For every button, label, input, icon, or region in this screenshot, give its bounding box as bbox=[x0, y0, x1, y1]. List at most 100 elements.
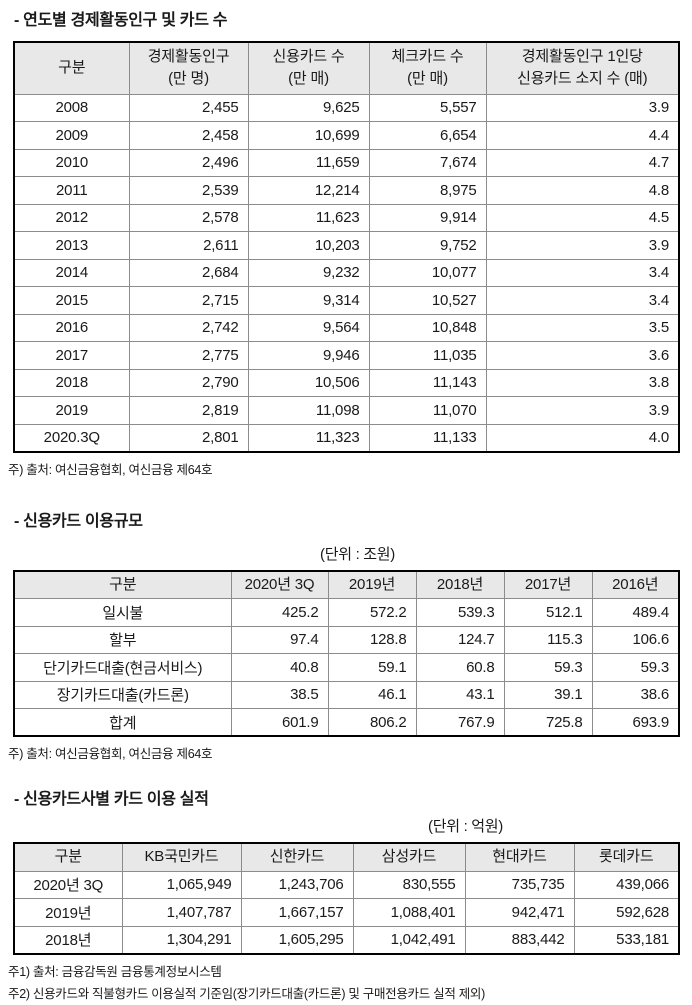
table-row: 2018 2,790 10,506 11,143 3.8 bbox=[13, 368, 680, 397]
data-cell: 2,742 bbox=[128, 313, 249, 342]
data-cell: 2,775 bbox=[128, 341, 249, 370]
data-cell: 11,659 bbox=[247, 148, 370, 177]
table-row: 2008 2,455 9,625 5,557 3.9 bbox=[13, 93, 680, 122]
data-cell: 3.4 bbox=[485, 258, 680, 287]
data-cell: 11,323 bbox=[247, 423, 370, 452]
row-label: 2017 bbox=[13, 341, 130, 370]
data-cell: 1,407,787 bbox=[121, 898, 242, 927]
data-cell: 806.2 bbox=[327, 708, 417, 737]
data-cell: 11,133 bbox=[368, 423, 487, 452]
source-note: 주) 출처: 여신금융협회, 여신금융 제64호 bbox=[8, 462, 213, 477]
data-cell: 38.5 bbox=[230, 680, 329, 709]
data-cell: 2,458 bbox=[128, 121, 249, 150]
data-cell: 11,098 bbox=[247, 396, 370, 425]
data-cell: 2,455 bbox=[128, 93, 249, 122]
table-row: 할부 97.4 128.8 124.7 115.3 106.6 bbox=[13, 625, 680, 654]
data-cell: 9,232 bbox=[247, 258, 370, 287]
table-row: 2018년 1,304,291 1,605,295 1,042,491 883,442 5… bbox=[13, 925, 680, 954]
table-credit-card-usage: 구분 2020년 3Q 2019년 2018년 2017년 2016년 일시불 425.2 57… bbox=[13, 569, 680, 737]
row-label: 2019 bbox=[13, 396, 130, 425]
unit-label-trillion-won: (단위 : 조원) bbox=[320, 545, 395, 563]
row-label: 할부 bbox=[13, 625, 232, 654]
row-label: 합계 bbox=[13, 708, 232, 737]
table-year-card-count: 구분 경제활동인구 (만 명) 신용카드 수 (만 매) 체크카드 수 (만 매) 경제… bbox=[13, 41, 680, 453]
unit-label-hundred-million-won: (단위 : 억원) bbox=[428, 818, 503, 835]
data-cell: 5,557 bbox=[368, 93, 487, 122]
data-cell: 725.8 bbox=[503, 708, 593, 737]
section-title-credit-card-usage: - 신용카드 이용규모 bbox=[14, 512, 143, 530]
row-label: 단기카드대출(현금서비스) bbox=[13, 653, 232, 682]
data-cell: 1,088,401 bbox=[352, 898, 466, 927]
row-label: 장기카드대출(카드론) bbox=[13, 680, 232, 709]
data-cell: 4.7 bbox=[485, 148, 680, 177]
column-header: 경제활동인구 (만 명) bbox=[128, 41, 249, 95]
table-card-company-performance: 구분 KB국민카드 신한카드 삼성카드 현대카드 롯데카드 2020년 3Q 1,065,94… bbox=[13, 842, 680, 955]
table-row: 장기카드대출(카드론) 38.5 46.1 43.1 39.1 38.6 bbox=[13, 680, 680, 709]
data-cell: 1,243,706 bbox=[240, 870, 354, 899]
data-cell: 942,471 bbox=[464, 898, 575, 927]
data-cell: 693.9 bbox=[591, 708, 680, 737]
data-cell: 539.3 bbox=[415, 598, 505, 627]
data-cell: 6,654 bbox=[368, 121, 487, 150]
column-header: 2018년 bbox=[415, 570, 505, 599]
data-cell: 2,539 bbox=[128, 176, 249, 205]
table-row: 2017 2,775 9,946 11,035 3.6 bbox=[13, 341, 680, 370]
table-row: 2015 2,715 9,314 10,527 3.4 bbox=[13, 286, 680, 315]
table-row: 2019년 1,407,787 1,667,157 1,088,401 942,471 5… bbox=[13, 898, 680, 927]
row-label: 2020.3Q bbox=[13, 423, 130, 452]
data-cell: 2,578 bbox=[128, 203, 249, 232]
data-cell: 38.6 bbox=[591, 680, 680, 709]
row-label: 2018년 bbox=[13, 925, 123, 954]
data-cell: 8,975 bbox=[368, 176, 487, 205]
data-cell: 4.8 bbox=[485, 176, 680, 205]
data-cell: 3.9 bbox=[485, 396, 680, 425]
row-label: 2011 bbox=[13, 176, 130, 205]
row-label: 2009 bbox=[13, 121, 130, 150]
source-note: 주1) 출처: 금융감독원 금융통계정보시스템 bbox=[8, 964, 222, 979]
data-cell: 2,819 bbox=[128, 396, 249, 425]
data-cell: 572.2 bbox=[327, 598, 417, 627]
data-cell: 1,605,295 bbox=[240, 925, 354, 954]
table-row: 2009 2,458 10,699 6,654 4.4 bbox=[13, 121, 680, 150]
column-header: 구분 bbox=[13, 41, 130, 95]
data-cell: 9,564 bbox=[247, 313, 370, 342]
data-cell: 3.9 bbox=[485, 93, 680, 122]
section-credit-card-usage: - 신용카드 이용규모 (단위 : 조원) 구분 2020년 3Q 2019년 201… bbox=[0, 512, 692, 764]
data-cell: 592,628 bbox=[573, 898, 680, 927]
table-row: 2016 2,742 9,564 10,848 3.5 bbox=[13, 313, 680, 342]
criteria-note: 주2) 신용카드와 직불형카드 이용실적 기준임(장기카드대출(카드론) 및 구… bbox=[8, 986, 485, 1001]
data-cell: 10,203 bbox=[247, 231, 370, 260]
data-cell: 11,623 bbox=[247, 203, 370, 232]
data-cell: 1,304,291 bbox=[121, 925, 242, 954]
data-cell: 2,801 bbox=[128, 423, 249, 452]
column-header: 2019년 bbox=[327, 570, 417, 599]
table-row: 2014 2,684 9,232 10,077 3.4 bbox=[13, 258, 680, 287]
column-header: 2016년 bbox=[591, 570, 680, 599]
row-label: 2018 bbox=[13, 368, 130, 397]
column-header: 구분 bbox=[13, 842, 123, 872]
header-row: 구분 2020년 3Q 2019년 2018년 2017년 2016년 bbox=[13, 570, 680, 599]
data-cell: 12,214 bbox=[247, 176, 370, 205]
row-label: 2013 bbox=[13, 231, 130, 260]
row-label: 2020년 3Q bbox=[13, 870, 123, 899]
table-row: 2020년 3Q 1,065,949 1,243,706 830,555 735,735… bbox=[13, 870, 680, 899]
row-label: 2008 bbox=[13, 93, 130, 122]
column-header: KB국민카드 bbox=[121, 842, 242, 872]
data-cell: 3.8 bbox=[485, 368, 680, 397]
source-note: 주) 출처: 여신금융협회, 여신금융 제64호 bbox=[8, 747, 213, 761]
data-cell: 40.8 bbox=[230, 653, 329, 682]
section-card-company-performance: - 신용카드사별 카드 이용 실적 (단위 : 억원) 구분 KB국민카드 신한카드… bbox=[0, 790, 692, 1003]
row-label: 2016 bbox=[13, 313, 130, 342]
data-cell: 7,674 bbox=[368, 148, 487, 177]
column-header: 구분 bbox=[13, 570, 232, 599]
data-cell: 59.3 bbox=[503, 653, 593, 682]
row-label: 2015 bbox=[13, 286, 130, 315]
data-cell: 43.1 bbox=[415, 680, 505, 709]
data-cell: 3.6 bbox=[485, 341, 680, 370]
data-cell: 830,555 bbox=[352, 870, 466, 899]
data-cell: 533,181 bbox=[573, 925, 680, 954]
data-cell: 601.9 bbox=[230, 708, 329, 737]
data-cell: 1,042,491 bbox=[352, 925, 466, 954]
data-cell: 124.7 bbox=[415, 625, 505, 654]
row-label: 2014 bbox=[13, 258, 130, 287]
